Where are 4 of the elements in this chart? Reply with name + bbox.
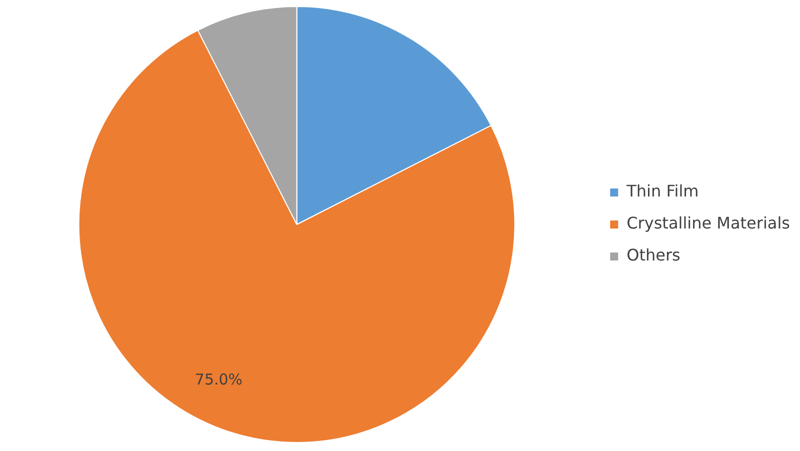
legend-label: Crystalline Materials [626, 214, 790, 233]
legend-label: Thin Film [626, 182, 699, 201]
legend-label: Others [626, 246, 680, 265]
data-label: 75.0% [194, 370, 243, 388]
